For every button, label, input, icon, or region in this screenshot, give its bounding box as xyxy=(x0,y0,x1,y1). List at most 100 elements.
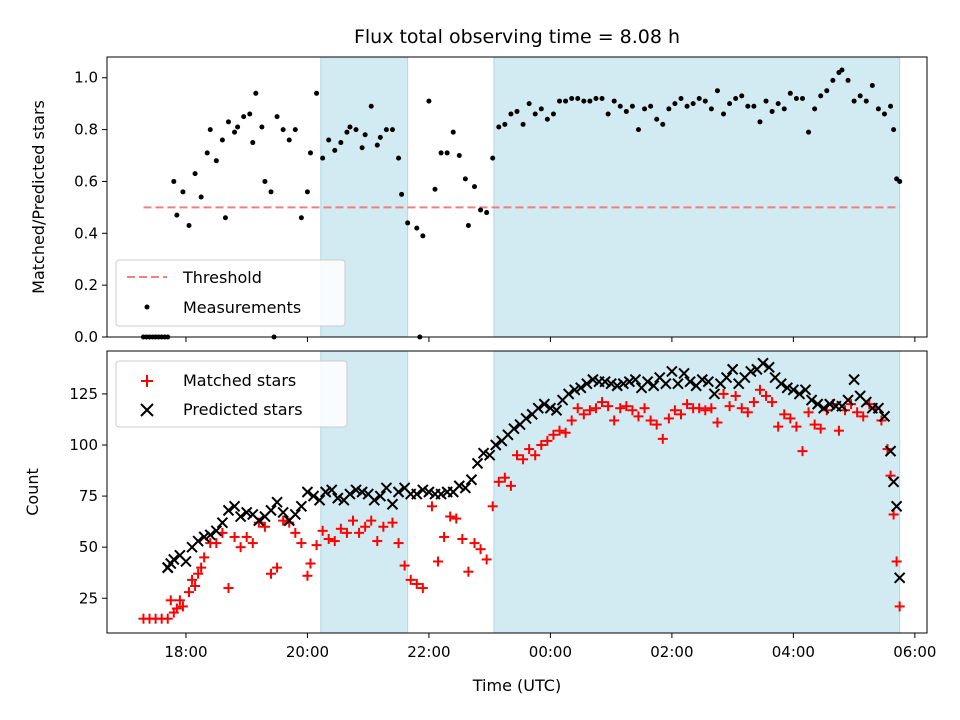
measurement-point xyxy=(180,189,186,195)
matched-star-point xyxy=(393,538,404,549)
measurement-point xyxy=(359,145,365,151)
bottom-y-tick-label: 100 xyxy=(69,436,98,454)
matched-star-point xyxy=(378,521,389,532)
predicted-marker-b xyxy=(654,371,666,384)
measurement-point xyxy=(569,95,575,101)
predicted-star-point xyxy=(532,402,544,414)
matched-star-point xyxy=(266,568,276,579)
matched-star-point xyxy=(493,476,504,487)
predicted-marker-b xyxy=(198,531,210,543)
matched-star-point xyxy=(767,397,778,408)
predicted-marker-b xyxy=(702,375,715,388)
matched-star-point xyxy=(706,403,717,414)
threshold-legend-label: Threshold xyxy=(182,268,262,287)
predicted-marker-b xyxy=(344,488,356,500)
predicted-marker-b xyxy=(204,529,216,541)
predicted-marker-b xyxy=(477,447,490,459)
matched-star-point xyxy=(554,425,565,436)
predicted-marker-b xyxy=(696,373,708,386)
bottom-panel-frame xyxy=(106,350,928,634)
predicted-marker-b xyxy=(878,410,891,423)
predicted-marker-b xyxy=(508,422,520,435)
predicted-star-point xyxy=(781,382,794,394)
measurement-point xyxy=(304,189,310,195)
measurement-point xyxy=(456,153,462,159)
matched-star-point xyxy=(536,440,547,450)
measurement-point xyxy=(438,150,444,156)
measurement-point xyxy=(377,134,383,140)
measurement-point xyxy=(426,98,432,104)
matched-star-point xyxy=(366,515,377,526)
predicted-marker-b xyxy=(180,555,192,568)
matched-star-point xyxy=(676,409,686,420)
measurement-point xyxy=(508,111,514,117)
x-tick-label: 20:00 xyxy=(286,643,329,661)
measurement-point xyxy=(684,103,690,109)
measurement-point xyxy=(629,103,635,109)
matched-star-point xyxy=(341,527,352,538)
predicted-star-point xyxy=(587,373,599,386)
predicted-star-point xyxy=(165,557,177,570)
predicted-star-point xyxy=(289,508,302,521)
matched-star-point xyxy=(335,523,346,534)
predicted-star-point xyxy=(763,361,775,374)
predicted-marker-b xyxy=(799,384,812,396)
x-tick-label: 00:00 xyxy=(529,643,572,661)
x-axis-label: Time (UTC) xyxy=(472,676,561,695)
measurement-point xyxy=(198,194,204,200)
predicted-marker-b xyxy=(289,508,302,521)
predicted-star-point xyxy=(465,474,478,486)
matched-star-point xyxy=(317,525,328,536)
matched-legend-swatch xyxy=(141,375,153,387)
matched-star-point xyxy=(548,429,559,440)
measurement-point xyxy=(857,93,863,99)
matched-star-point xyxy=(833,425,844,436)
predicted-star-point xyxy=(307,490,320,502)
measurement-point xyxy=(332,147,338,153)
matched-star-point xyxy=(162,613,173,624)
matched-star-point xyxy=(311,540,322,551)
bottom-y-tick-label: 25 xyxy=(79,589,98,607)
x-tick-label: 18:00 xyxy=(164,643,207,661)
predicted-marker-b xyxy=(192,535,204,547)
measurement-point xyxy=(888,103,894,109)
measurement-point xyxy=(496,124,502,130)
predicted-star-point xyxy=(520,412,532,425)
predicted-marker-b xyxy=(763,361,775,374)
matched-star-point xyxy=(323,534,334,544)
matched-star-point xyxy=(597,397,608,408)
predicted-marker-b xyxy=(860,396,872,408)
predicted-marker-b xyxy=(605,377,617,390)
predicted-marker-b xyxy=(842,394,854,406)
matched-star-point xyxy=(590,403,601,414)
measurement-point xyxy=(863,98,869,104)
predicted-star-point xyxy=(660,377,672,390)
matched-star-point xyxy=(742,407,753,418)
predicted-star-point xyxy=(332,492,344,504)
x-tick-label: 22:00 xyxy=(407,643,450,661)
measurement-point xyxy=(666,106,672,112)
top-y-tick-label: 0.8 xyxy=(74,121,98,139)
predicted-star-point xyxy=(581,377,593,390)
top-y-tick-label: 0.4 xyxy=(74,224,98,242)
measurement-point xyxy=(824,88,830,94)
measurement-point xyxy=(241,114,247,120)
matched-legend-label: Matched stars xyxy=(183,371,296,390)
measurement-point xyxy=(714,88,720,94)
predicted-star-point xyxy=(824,398,836,410)
predicted-star-point xyxy=(490,439,502,451)
predicted-star-point xyxy=(799,384,812,396)
predicted-star-point xyxy=(453,480,466,492)
matched-star-point xyxy=(888,509,899,520)
measurement-point xyxy=(174,212,180,218)
predicted-marker-b xyxy=(684,375,696,388)
measurement-point xyxy=(247,111,253,117)
matched-star-point xyxy=(211,538,222,549)
predicted-star-point xyxy=(726,363,739,376)
measurement-point xyxy=(250,140,256,146)
predicted-marker-b xyxy=(568,384,581,396)
measurement-point xyxy=(793,95,799,101)
predicted-marker-b xyxy=(544,402,557,414)
predicted-star-point xyxy=(392,486,405,498)
predicted-marker-b xyxy=(465,474,478,486)
